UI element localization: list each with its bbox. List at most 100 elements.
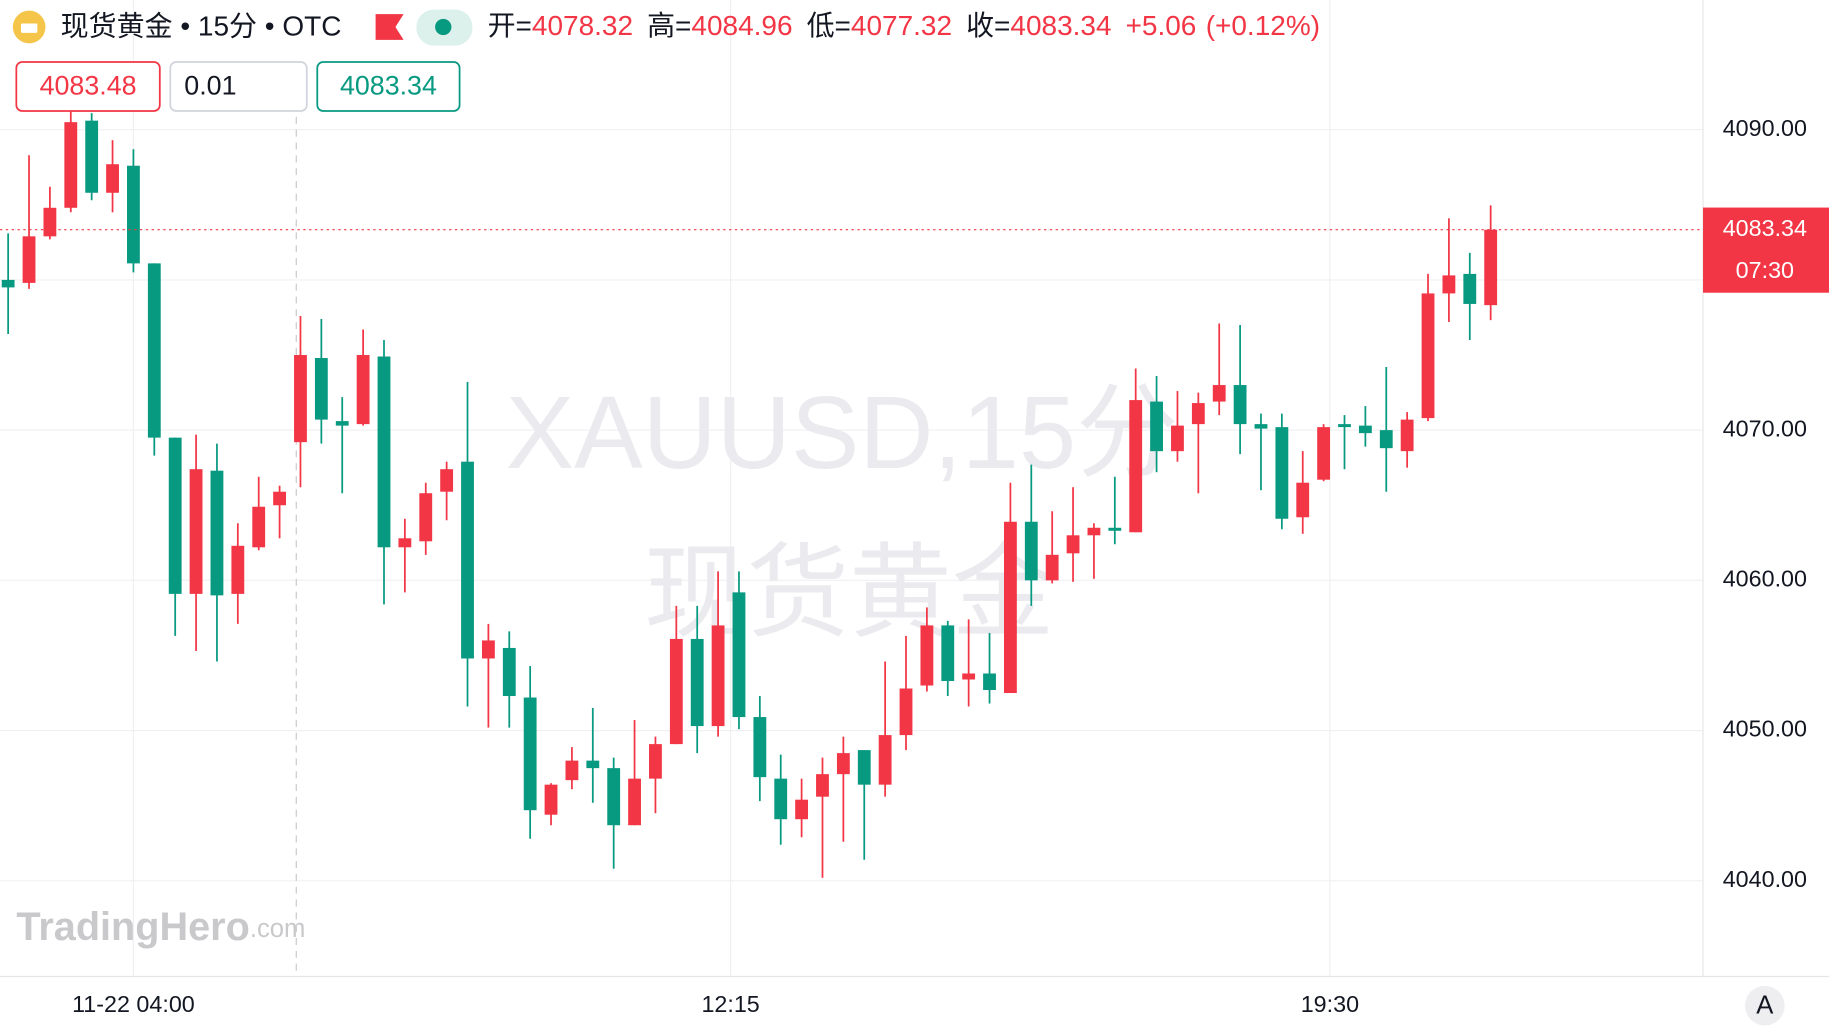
candle-body [252, 506, 266, 548]
high-label: 高= [647, 11, 691, 42]
candle-body [1003, 521, 1017, 694]
candle-body [419, 493, 433, 542]
candle-body [732, 592, 746, 718]
ohlc-legend: 开=4078.32 高=4084.96 低=4077.32 收=4083.34 +5.0… [488, 11, 1320, 42]
candle-body [189, 469, 203, 594]
candle-body [106, 164, 119, 193]
countdown: 07:30 [1736, 257, 1794, 283]
plot [0, 111, 1704, 878]
candle-body [294, 355, 307, 443]
candle-body [1087, 527, 1101, 536]
sell-price: 4083.48 [40, 71, 137, 101]
axes: 4040.004050.004060.004070.004080.004090.… [72, 115, 1829, 1017]
symbol-title: 现货黄金 • 15分 • OTC [61, 11, 342, 42]
candle-body [231, 545, 245, 594]
candle-body [962, 673, 976, 680]
buy-price: 4083.34 [340, 71, 437, 101]
candle-body [795, 799, 809, 820]
candle-body [64, 122, 78, 208]
watermark: 现货黄金 [644, 535, 1055, 650]
y-tick-label: 4070.00 [1723, 415, 1807, 441]
low-value: 4077.32 [851, 11, 952, 42]
candle-body [816, 774, 829, 797]
candle-body [1171, 425, 1184, 452]
candle-body [377, 356, 391, 548]
y-tick-label: 4040.00 [1723, 866, 1807, 892]
auto-scale-button[interactable]: A [1745, 985, 1785, 1026]
open-label: 开= [488, 11, 532, 42]
auto-scale-circle[interactable] [1745, 985, 1785, 1026]
candle-body [753, 717, 767, 778]
sell-button[interactable] [15, 61, 161, 112]
candle-body [1129, 400, 1143, 533]
candle-body [147, 263, 161, 438]
y-tick-label: 4050.00 [1723, 716, 1807, 742]
candle-body [1212, 385, 1226, 402]
candle-body [878, 735, 892, 785]
candle-body [168, 437, 182, 594]
candle-body [690, 638, 704, 727]
y-tick-label: 4090.00 [1723, 115, 1807, 141]
candle-body [836, 753, 850, 775]
candle-body [711, 625, 725, 727]
brand-suffix: .com [250, 915, 306, 943]
candle-body [1338, 424, 1351, 428]
candle-body [1024, 521, 1038, 581]
candle-body [314, 358, 328, 420]
candle-body [43, 207, 57, 237]
quantity: 0.01 [184, 71, 236, 101]
change-percent: (+0.12%) [1206, 11, 1320, 42]
auto-scale-label: A [1756, 992, 1774, 1020]
quantity-input[interactable] [169, 61, 308, 112]
brand-logo: TradingHero.com [16, 905, 305, 949]
candle-body [1442, 275, 1456, 294]
buy-button[interactable] [316, 61, 461, 112]
candle-body [502, 647, 516, 697]
candle-body [335, 421, 349, 426]
y-tick-label: 4060.00 [1723, 566, 1807, 592]
candle-body [461, 461, 474, 659]
candle-body [398, 538, 412, 548]
candle-body [1463, 273, 1477, 304]
candle-body [1, 279, 15, 288]
candle-body [920, 625, 934, 686]
candle-body [1358, 425, 1372, 434]
x-tick-label: 11-22 04:00 [72, 991, 195, 1017]
candle-body [1233, 385, 1247, 425]
change: +5.06 [1126, 11, 1197, 42]
candle-body [1066, 535, 1080, 554]
candle-body [669, 638, 683, 745]
candle-body [273, 491, 287, 506]
candle-body [481, 640, 495, 659]
close-label: 收= [966, 11, 1010, 42]
candle-body [127, 165, 140, 264]
candle-body [586, 760, 600, 769]
last-price-box [1703, 207, 1829, 293]
visibility-dot [435, 18, 452, 36]
brand: TradingHero [16, 905, 249, 949]
x-tick-label: 12:15 [701, 991, 759, 1017]
candle-body [628, 778, 641, 826]
candle-body [85, 120, 99, 193]
candle-body [899, 688, 913, 736]
candle-body [1379, 430, 1393, 449]
candle-body [1045, 554, 1059, 581]
close-value: 4083.34 [1010, 11, 1111, 42]
open-value: 4078.32 [532, 11, 633, 42]
candle-body [523, 697, 537, 811]
candle-body [565, 760, 579, 781]
candle-body [1400, 419, 1414, 452]
low-label: 低= [807, 11, 851, 42]
flag[interactable] [375, 14, 404, 40]
candle-body [774, 778, 788, 820]
candle-body [1296, 482, 1310, 518]
candle-body [983, 673, 996, 691]
candle-body [1484, 229, 1498, 306]
candle-body [1150, 401, 1163, 452]
candle-body [1108, 527, 1122, 531]
grid [0, 0, 1704, 977]
candle-body [857, 750, 871, 785]
flag-icon[interactable] [375, 14, 404, 40]
